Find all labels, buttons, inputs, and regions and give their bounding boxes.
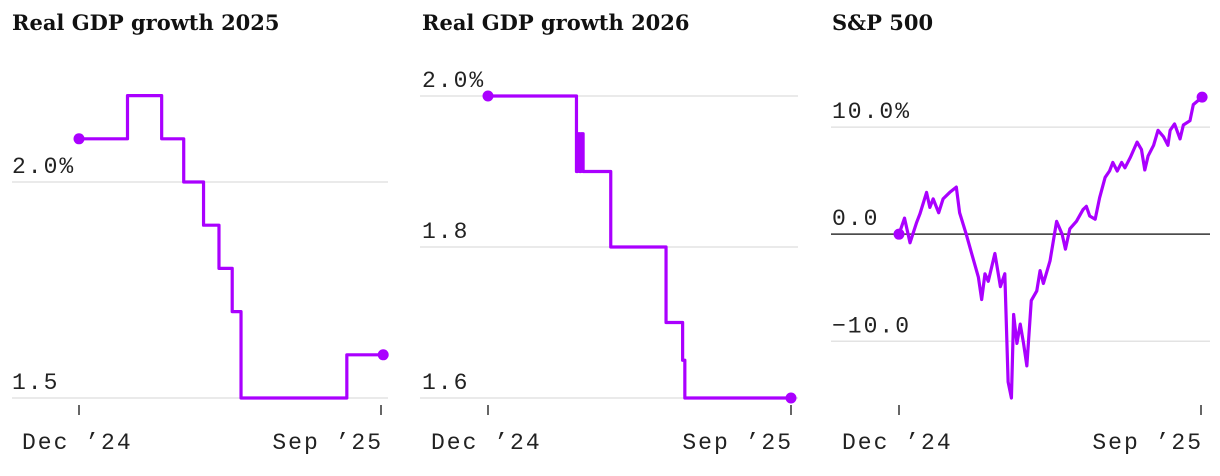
chart-title-gdp-2025: Real GDP growth 2025 xyxy=(12,10,280,35)
x-tick-label: Sep ’25 xyxy=(1092,430,1203,456)
series-line xyxy=(897,95,1204,400)
y-tick-label: 10.0% xyxy=(832,99,911,125)
x-tick-label: Dec ’24 xyxy=(22,430,133,456)
x-tick-label: Dec ’24 xyxy=(842,430,953,456)
series-line xyxy=(79,94,384,400)
y-tick-label: 1.6 xyxy=(422,370,469,396)
x-tick-label: Sep ’25 xyxy=(272,430,383,456)
start-point-marker xyxy=(893,228,905,240)
start-point-marker xyxy=(73,133,85,145)
y-tick-label: 1.5 xyxy=(12,370,59,396)
y-tick-label: 2.0% xyxy=(422,68,485,94)
end-point-marker xyxy=(1196,91,1208,103)
x-tick-label: Sep ’25 xyxy=(682,430,793,456)
chart-title-sp500: S&P 500 xyxy=(832,10,934,35)
series-line xyxy=(488,94,791,400)
y-tick-label: −10.0 xyxy=(832,313,911,339)
chart-title-gdp-2026: Real GDP growth 2026 xyxy=(422,10,690,35)
end-point-marker xyxy=(785,392,797,404)
end-point-marker xyxy=(377,349,389,361)
y-tick-label: 1.8 xyxy=(422,219,469,245)
x-tick-label: Dec ’24 xyxy=(431,430,542,456)
y-tick-label: 2.0% xyxy=(12,154,75,180)
y-tick-label: 0.0 xyxy=(832,206,879,232)
start-point-marker xyxy=(482,90,494,102)
